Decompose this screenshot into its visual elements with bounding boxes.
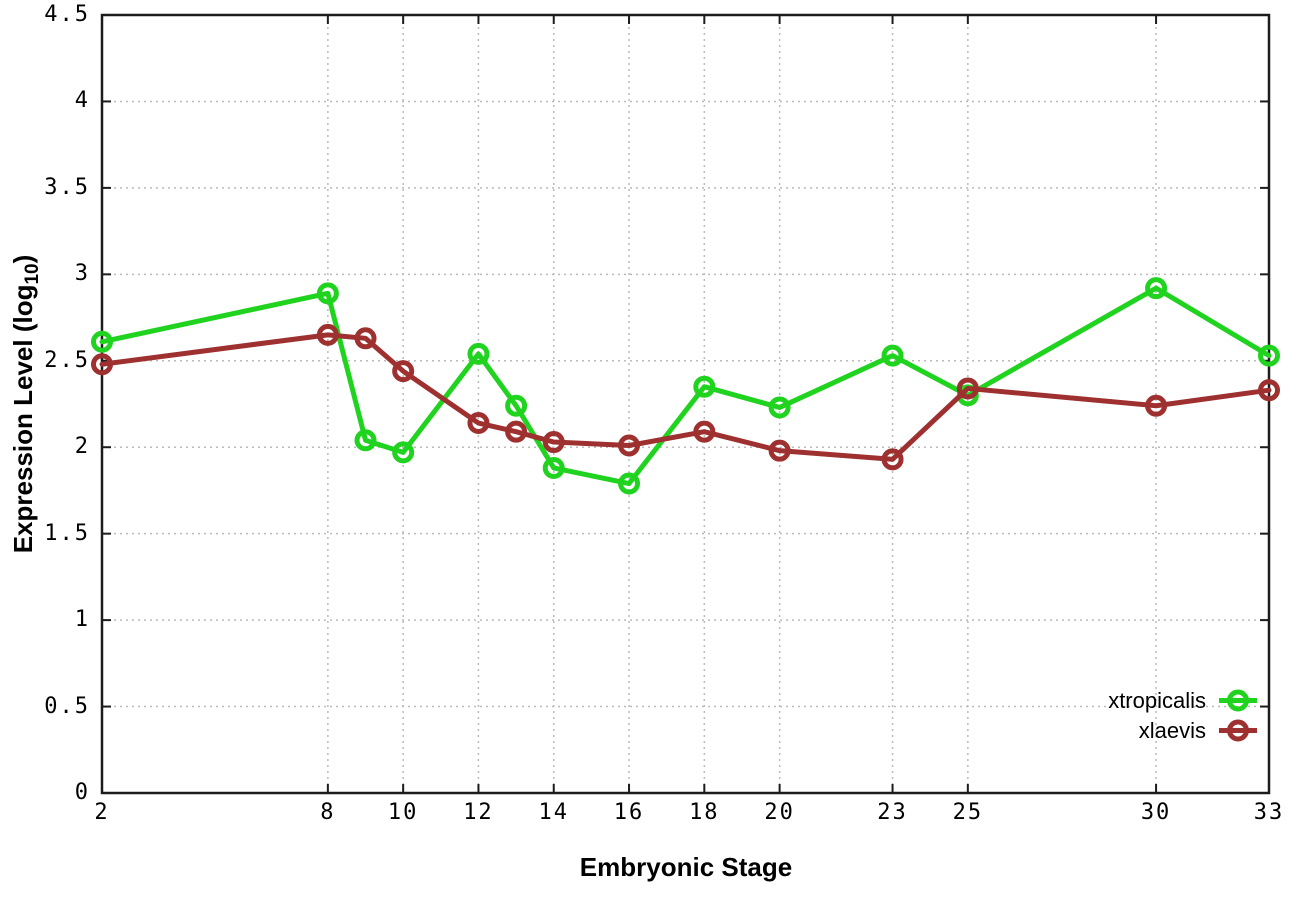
data-point-xlaevis — [1145, 394, 1168, 417]
data-point-xlaevis — [956, 377, 979, 400]
data-point-xlaevis — [354, 327, 377, 350]
data-point-xtropicalis — [505, 394, 528, 417]
data-point-xtropicalis — [316, 282, 339, 305]
data-point-xtropicalis — [768, 396, 791, 419]
y-tick-label: 4 — [74, 88, 90, 114]
y-axis-title: Expression Level (log10) — [8, 255, 44, 554]
y-tick-label: 2 — [74, 434, 90, 460]
y-tick-label: 3 — [74, 261, 90, 287]
data-point-xlaevis — [467, 412, 490, 435]
legend-label-xtropicalis: xtropicalis — [1108, 688, 1206, 713]
x-tick-label: 12 — [463, 800, 494, 825]
x-tick-label: 14 — [538, 800, 569, 825]
data-point-xtropicalis — [91, 330, 113, 353]
legend-marker-xtropicalis-icon — [1219, 689, 1257, 712]
data-point-xtropicalis — [542, 456, 565, 479]
x-tick-label: 8 — [320, 800, 336, 825]
x-tick-label: 10 — [387, 800, 419, 825]
data-point-xlaevis — [542, 431, 565, 454]
y-tick-label: 0 — [74, 780, 90, 805]
data-point-xlaevis — [91, 353, 113, 376]
x-tick-label: 20 — [764, 800, 795, 825]
x-tick-label: 2 — [94, 800, 110, 825]
y-tick-label: 0.5 — [44, 693, 90, 719]
data-point-xlaevis — [505, 420, 528, 443]
y-tick-label: 2.5 — [44, 347, 90, 373]
y-tick-label: 3.5 — [44, 174, 90, 200]
data-point-xlaevis — [316, 323, 339, 346]
data-point-xlaevis — [881, 448, 904, 471]
data-point-xtropicalis — [392, 441, 415, 464]
legend-marker-xlaevis-icon — [1219, 719, 1257, 742]
data-point-xlaevis — [1258, 379, 1280, 402]
data-point-xtropicalis — [618, 472, 641, 495]
data-point-xlaevis — [768, 439, 791, 462]
legend-entry-xlaevis: xlaevis — [1139, 717, 1260, 744]
plot-border — [100, 13, 1271, 795]
x-tick-label: 16 — [613, 800, 645, 825]
y-axis-title-text: Expression Level (log — [7, 284, 38, 554]
data-point-xtropicalis — [1145, 277, 1168, 300]
data-point-xtropicalis — [1258, 344, 1280, 367]
x-tick-label: 33 — [1253, 800, 1285, 825]
x-tick-label: 30 — [1140, 800, 1172, 825]
series-line-xlaevis — [99, 332, 1272, 462]
data-point-xlaevis — [618, 434, 641, 457]
data-point-xlaevis — [693, 420, 716, 443]
data-point-xlaevis — [392, 360, 415, 383]
data-point-xtropicalis — [467, 342, 490, 365]
data-point-xtropicalis — [693, 375, 716, 398]
legend-label-xlaevis: xlaevis — [1138, 718, 1206, 743]
legend: xtropicalis xlaevis — [1108, 687, 1260, 744]
y-tick-label: 4.5 — [44, 2, 90, 27]
x-axis-title: Embryonic Stage — [579, 852, 793, 882]
x-tick-label: 18 — [689, 800, 720, 825]
y-tick-label: 1.5 — [44, 520, 90, 546]
data-point-xtropicalis — [354, 429, 377, 452]
data-point-xtropicalis — [881, 344, 904, 367]
series-line-xtropicalis — [99, 285, 1272, 487]
legend-entry-xtropicalis: xtropicalis — [1108, 687, 1260, 714]
x-tick-label: 25 — [952, 800, 984, 825]
x-tick-label: 23 — [877, 800, 908, 825]
y-tick-label: 1 — [74, 607, 90, 633]
